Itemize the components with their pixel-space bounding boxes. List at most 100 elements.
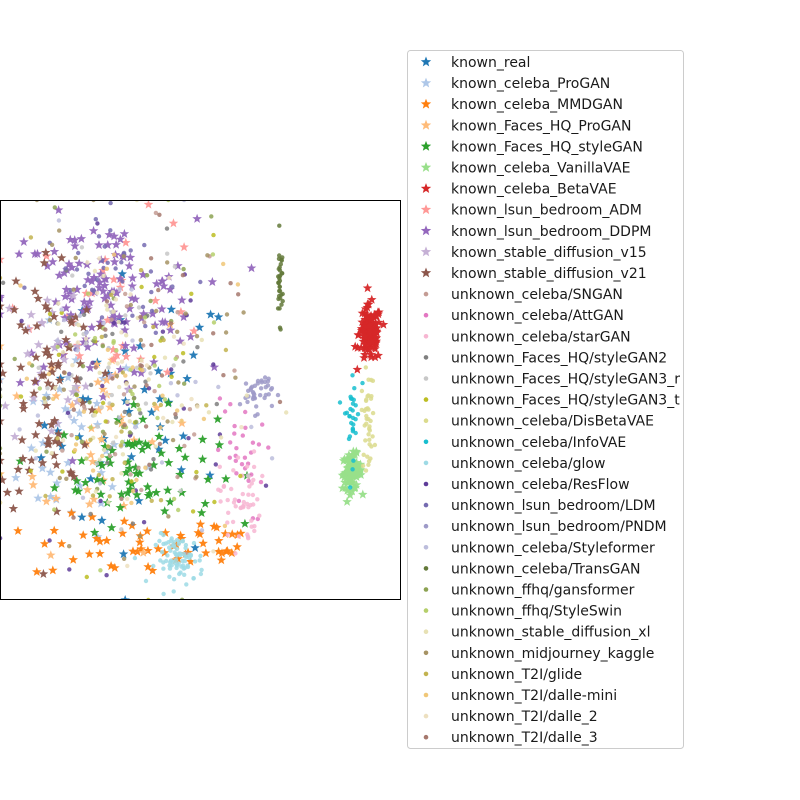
dot-marker: [104, 303, 109, 308]
legend-dot-marker: [423, 312, 429, 318]
star-marker: [216, 555, 227, 565]
star-marker: [63, 372, 73, 382]
legend-label: known_celeba_MMDGAN: [451, 97, 623, 113]
dot-marker: [24, 376, 29, 381]
dot-marker: [83, 336, 89, 341]
dot-marker: [193, 379, 198, 385]
series-12-points: [216, 396, 271, 522]
star-marker: [364, 328, 374, 338]
star-marker: [102, 535, 112, 545]
dot-marker: [372, 442, 378, 448]
dot-marker: [119, 527, 124, 532]
dot-marker: [55, 344, 60, 349]
dot-marker: [161, 337, 166, 343]
star-marker: [46, 359, 57, 369]
dot-marker: [49, 242, 55, 247]
dot-marker: [364, 397, 369, 402]
dot-marker: [79, 245, 85, 250]
star-marker: [135, 341, 145, 351]
dot-marker: [213, 462, 218, 467]
dot-marker: [189, 291, 194, 296]
star-marker: [87, 322, 97, 332]
dot-marker: [277, 306, 282, 311]
star-marker: [66, 317, 77, 327]
star-marker: [175, 336, 185, 346]
dot-marker: [35, 413, 41, 418]
dot-marker: [103, 327, 108, 332]
star-marker: [108, 344, 118, 354]
star-marker: [76, 422, 87, 431]
star-marker: [56, 538, 67, 548]
dot-marker: [67, 567, 72, 572]
dot-marker: [60, 469, 65, 474]
star-marker: [360, 331, 370, 341]
dot-marker: [248, 502, 253, 508]
legend-entry: unknown_Faces_HQ/styleGAN3_r: [423, 372, 680, 388]
star-marker: [33, 339, 44, 349]
star-marker: [203, 474, 213, 484]
dot-marker: [184, 582, 189, 587]
star-marker: [0, 359, 5, 369]
star-marker: [200, 498, 210, 508]
dot-marker: [255, 516, 260, 522]
dot-marker: [158, 402, 164, 408]
star-marker: [220, 528, 231, 538]
dot-marker: [142, 315, 148, 320]
star-marker: [127, 273, 138, 283]
star-marker: [37, 463, 48, 473]
star-marker: [72, 476, 82, 486]
star-marker: [0, 254, 5, 264]
dot-marker: [195, 345, 200, 350]
star-marker: [177, 533, 187, 543]
dot-marker: [88, 425, 93, 430]
star-marker: [98, 391, 108, 401]
legend-label: known_real: [451, 55, 530, 71]
scatter-points: [0, 200, 389, 600]
legend-label: unknown_celeba/SNGAN: [451, 287, 623, 303]
dot-marker: [173, 356, 178, 361]
star-marker: [168, 218, 179, 228]
star-marker: [92, 359, 102, 369]
dot-marker: [140, 368, 145, 373]
dot-marker: [143, 424, 149, 429]
dot-marker: [277, 284, 282, 290]
dot-marker: [138, 314, 143, 320]
star-marker: [46, 426, 57, 436]
dot-marker: [191, 540, 197, 546]
dot-marker: [168, 381, 174, 386]
legend-entries: known_real known_celeba_ProGAN known_celeb…: [420, 55, 680, 746]
star-marker: [18, 398, 29, 408]
dot-marker: [277, 223, 282, 228]
dot-marker: [205, 253, 210, 258]
star-marker: [47, 363, 57, 373]
dot-marker: [146, 386, 152, 391]
star-marker: [15, 377, 25, 387]
star-marker: [348, 449, 358, 459]
dot-marker: [70, 273, 75, 278]
dot-marker: [225, 497, 230, 503]
dot-marker: [36, 365, 41, 370]
dot-marker: [216, 447, 221, 453]
legend-dot-marker: [423, 523, 429, 529]
legend-dot-marker: [423, 418, 429, 424]
star-marker: [366, 352, 376, 362]
star-marker: [54, 384, 65, 394]
star-marker: [114, 312, 125, 322]
dot-marker: [158, 498, 164, 503]
dot-marker: [233, 504, 238, 509]
star-marker: [81, 381, 91, 391]
star-marker: [139, 384, 150, 394]
dot-marker: [97, 481, 103, 486]
star-marker: [74, 351, 85, 360]
dot-marker: [121, 556, 127, 561]
series-17-points: [359, 365, 378, 473]
legend-star-marker: [420, 140, 432, 151]
dot-marker: [74, 392, 79, 397]
dot-marker: [73, 332, 78, 337]
legend-label: unknown_Faces_HQ/styleGAN3_r: [451, 372, 680, 388]
legend-label: unknown_lsun_bedroom/PNDM: [451, 519, 667, 535]
dot-marker: [146, 377, 151, 382]
dot-marker: [226, 510, 231, 515]
star-marker: [121, 237, 131, 247]
